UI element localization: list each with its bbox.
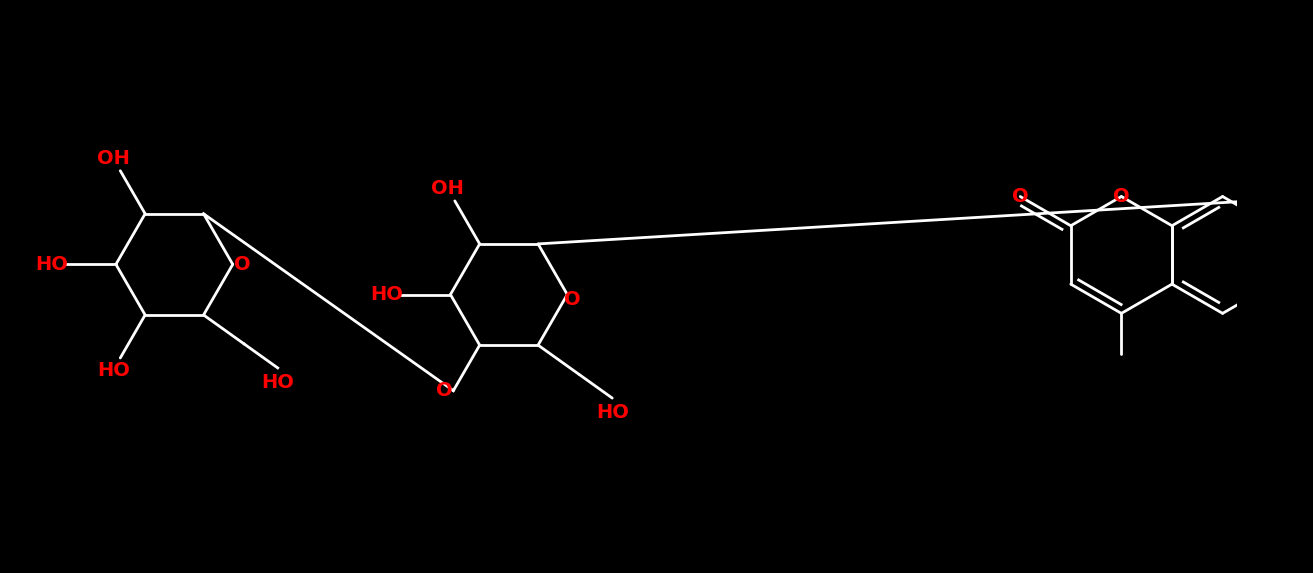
Text: O: O [436, 381, 452, 400]
Text: OH: OH [97, 149, 130, 168]
Text: HO: HO [35, 255, 68, 274]
Text: O: O [1012, 187, 1028, 206]
Text: HO: HO [261, 372, 294, 391]
Text: OH: OH [431, 179, 465, 198]
Text: O: O [563, 290, 580, 309]
Text: HO: HO [370, 285, 403, 304]
Text: HO: HO [596, 403, 629, 422]
Text: O: O [1113, 187, 1129, 206]
Text: O: O [234, 255, 251, 274]
Text: HO: HO [97, 360, 130, 380]
